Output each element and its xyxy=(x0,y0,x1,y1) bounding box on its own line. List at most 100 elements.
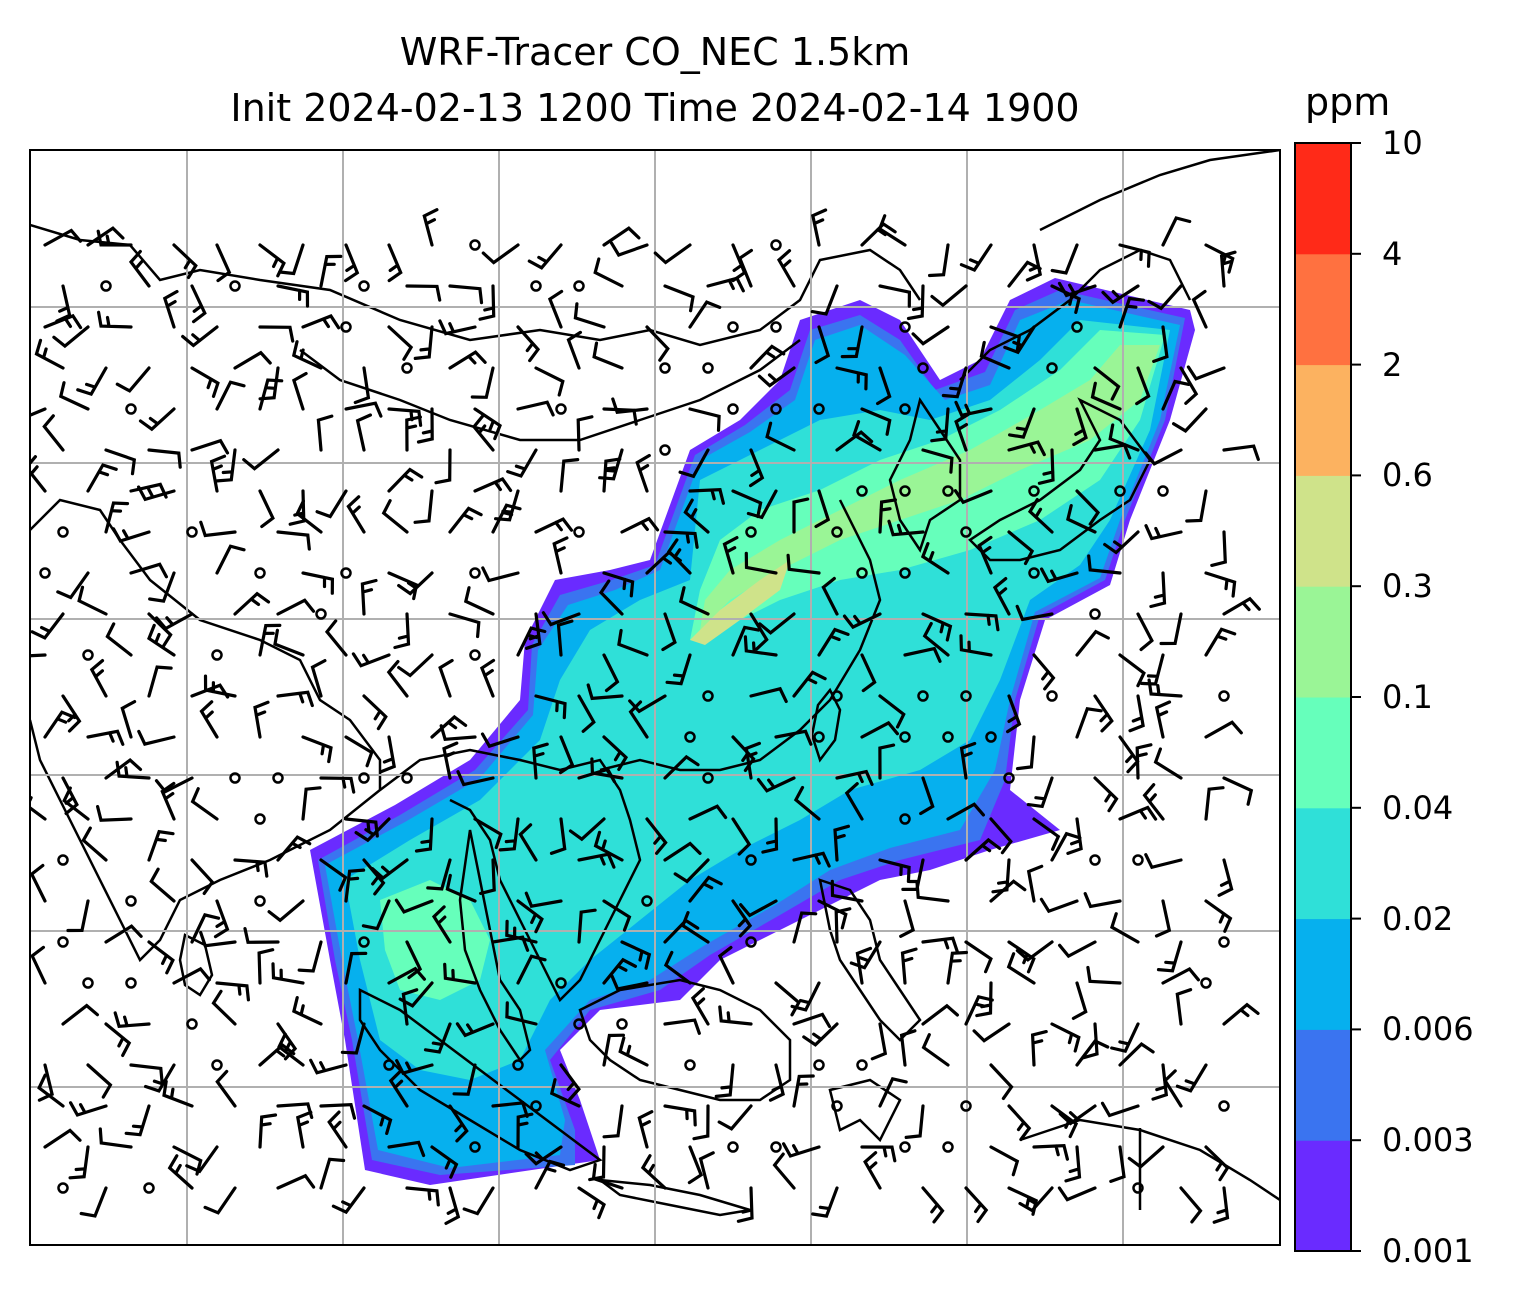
wind-barb xyxy=(876,366,892,406)
wind-barb xyxy=(1101,284,1140,305)
calm-wind-marker xyxy=(702,690,714,702)
wind-barb xyxy=(147,612,173,649)
wind-barb xyxy=(678,448,710,479)
wind-barb xyxy=(877,214,907,247)
wind-barb xyxy=(1153,747,1183,780)
calm-wind-marker xyxy=(1089,854,1101,866)
wind-barb xyxy=(148,571,176,603)
wind-barb xyxy=(463,586,495,616)
calm-wind-marker xyxy=(401,772,413,784)
wind-barb xyxy=(518,823,538,862)
wind-barb xyxy=(97,310,133,329)
wind-barb xyxy=(592,341,624,370)
calm-wind-marker xyxy=(512,1059,524,1071)
wind-barb xyxy=(921,1003,959,1026)
wind-barb xyxy=(900,947,918,985)
wind-barb xyxy=(104,1022,132,1057)
wind-barb xyxy=(434,448,452,485)
wind-barb xyxy=(870,1022,888,1061)
wind-barb xyxy=(397,653,434,678)
wind-barb xyxy=(1057,281,1097,298)
wind-barb xyxy=(1128,694,1145,733)
wind-barb xyxy=(746,489,778,520)
wind-barb xyxy=(1204,627,1237,657)
wind-barb xyxy=(319,254,343,288)
wind-barb xyxy=(43,228,82,247)
wind-barb xyxy=(552,536,569,575)
wind-barb xyxy=(566,330,582,370)
wind-barb xyxy=(199,520,237,538)
calm-wind-marker xyxy=(186,526,198,538)
wind-barb xyxy=(814,489,831,529)
wind-barb xyxy=(1144,524,1183,541)
calm-wind-marker xyxy=(942,1141,954,1153)
wind-barb xyxy=(1015,940,1054,962)
wind-barb xyxy=(1118,296,1145,329)
wind-barb xyxy=(855,946,873,985)
coastline-india xyxy=(30,498,382,963)
colorbar-tick-label: 0.003 xyxy=(1382,1121,1474,1160)
calm-wind-marker xyxy=(469,649,481,661)
wind-barb xyxy=(602,1104,624,1139)
calm-wind-marker xyxy=(831,526,843,538)
calm-wind-marker xyxy=(1003,772,1015,784)
wind-barb xyxy=(792,1074,815,1108)
wind-barb xyxy=(989,325,1021,353)
wind-barb xyxy=(215,544,246,575)
wind-barb xyxy=(471,414,495,452)
wind-barb xyxy=(930,284,968,308)
coastline-korea-coast xyxy=(959,248,1192,381)
wind-barb xyxy=(86,463,118,493)
wind-barb xyxy=(1175,1063,1208,1093)
wind-barb xyxy=(346,495,366,534)
wind-barb xyxy=(393,612,411,650)
calm-wind-marker xyxy=(813,1059,825,1071)
wind-barb xyxy=(620,516,660,534)
wind-barb xyxy=(743,635,778,657)
wind-barb xyxy=(1109,1145,1126,1183)
wind-barb xyxy=(688,407,721,432)
wind-barb xyxy=(319,858,348,892)
calm-wind-marker xyxy=(641,895,653,907)
calm-wind-marker xyxy=(469,1141,481,1153)
wind-barb xyxy=(688,488,725,505)
wind-barb xyxy=(1118,243,1151,268)
wind-barb xyxy=(1007,260,1042,288)
wind-barb xyxy=(1040,567,1079,584)
wind-barb xyxy=(878,1076,908,1108)
wind-barb xyxy=(1006,694,1022,734)
map-panel xyxy=(30,150,1280,1245)
wind-barb xyxy=(576,415,594,452)
calm-wind-marker xyxy=(960,1100,972,1112)
wind-barb xyxy=(586,683,624,701)
calm-wind-marker xyxy=(1046,362,1058,374)
calm-wind-marker xyxy=(272,772,284,784)
calm-wind-marker xyxy=(727,403,739,415)
calm-wind-marker xyxy=(358,772,370,784)
wind-barb xyxy=(104,448,137,476)
wind-barb xyxy=(104,501,130,534)
wind-barb xyxy=(1127,1145,1165,1169)
calm-wind-marker xyxy=(57,526,69,538)
wind-barb xyxy=(921,936,959,954)
wind-barb xyxy=(86,729,125,746)
wind-barb xyxy=(1050,284,1081,314)
wind-barb xyxy=(849,940,882,970)
wind-barb xyxy=(124,1104,151,1137)
wind-barb xyxy=(946,802,985,821)
wind-barb xyxy=(452,1063,477,1096)
calm-wind-marker xyxy=(229,280,241,292)
wind-barb xyxy=(37,1073,65,1108)
calm-wind-marker xyxy=(555,403,567,415)
wind-barb xyxy=(448,506,483,534)
wind-barb xyxy=(423,1022,452,1054)
wind-barb xyxy=(79,1186,108,1218)
wind-barb xyxy=(568,817,606,842)
wind-barb xyxy=(611,397,649,415)
wind-barb xyxy=(172,243,198,280)
wind-barb xyxy=(30,653,47,658)
coastline-china-east xyxy=(599,499,882,772)
wind-barb xyxy=(768,1063,785,1102)
wind-barb xyxy=(590,757,624,780)
wind-barb xyxy=(534,1159,566,1190)
